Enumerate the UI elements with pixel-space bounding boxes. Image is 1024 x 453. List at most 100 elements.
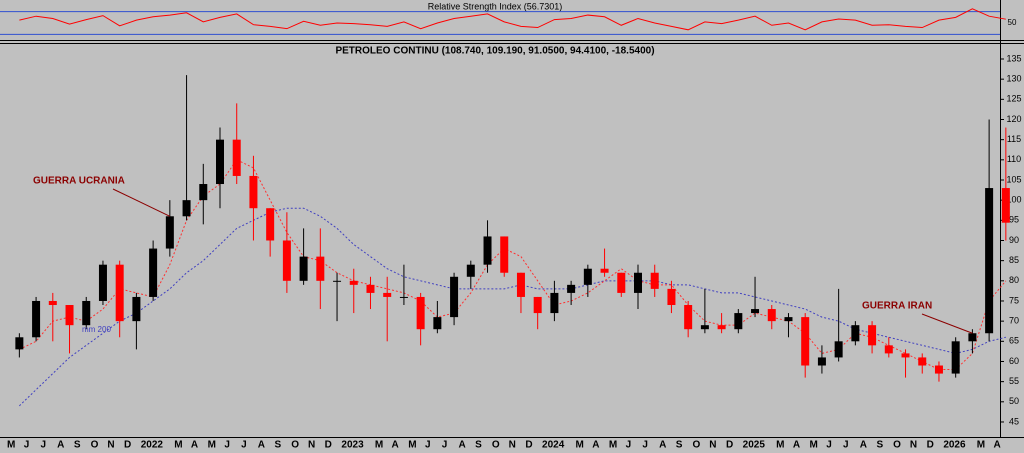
candle-body <box>132 296 141 322</box>
x-tick-label: A <box>258 440 265 451</box>
candle-body <box>165 216 174 249</box>
candle-body <box>333 280 342 282</box>
candle-body <box>266 208 275 241</box>
candle-body <box>65 305 74 326</box>
x-tick-label: J <box>241 440 247 451</box>
x-tick-label: J <box>24 440 30 451</box>
x-tick-label: D <box>726 440 733 451</box>
candle-body <box>700 325 709 330</box>
candle-body <box>617 272 626 293</box>
candle-body <box>383 292 392 297</box>
x-tick-label: O <box>492 440 500 451</box>
y-tick-label: 120 <box>1006 114 1021 124</box>
y-tick-label: 110 <box>1007 154 1021 164</box>
x-tick-label: M <box>7 440 15 451</box>
candle-body <box>734 313 743 330</box>
x-tick-label: J <box>626 440 632 451</box>
candle-body <box>533 296 542 314</box>
x-tick-label: S <box>676 440 683 451</box>
x-tick-label: O <box>893 440 901 451</box>
candle-body <box>32 300 41 338</box>
candle-body <box>985 188 994 334</box>
rsi-title: Relative Strength Index (56.7301) <box>428 1 563 11</box>
candle-body <box>550 292 559 314</box>
candle-body <box>216 139 224 185</box>
x-tick-label: J <box>826 440 832 451</box>
x-tick-label: O <box>693 440 701 451</box>
candle-body <box>717 325 726 330</box>
candle-body <box>433 317 442 330</box>
candle-body <box>650 272 659 289</box>
y-tick-label: 115 <box>1007 134 1021 144</box>
x-tick-label: A <box>659 440 666 451</box>
candle-body <box>483 236 492 265</box>
x-tick-label: N <box>709 440 716 451</box>
x-tick-label: N <box>107 440 114 451</box>
candle-body <box>299 256 308 281</box>
candle-body <box>851 325 860 342</box>
x-tick-label: 2023 <box>341 440 364 451</box>
x-tick-label: M <box>375 440 383 451</box>
candle-body <box>634 272 642 293</box>
candle-body <box>751 309 760 314</box>
candle-body <box>767 309 776 322</box>
x-tick-label: 2025 <box>743 440 766 451</box>
x-tick-label: O <box>91 440 99 451</box>
y-tick-label: 50 <box>1009 396 1019 406</box>
annotation-arrow <box>921 313 973 334</box>
x-tick-label: J <box>442 440 448 451</box>
candle-body <box>366 284 375 293</box>
y-tick-label: 45 <box>1009 416 1019 426</box>
x-tick-label: M <box>174 440 182 451</box>
candle-body <box>784 317 793 322</box>
x-tick-label: N <box>910 440 917 451</box>
y-tick-label: 75 <box>1009 295 1019 305</box>
candle-body <box>567 284 576 293</box>
candle-body <box>199 184 208 201</box>
x-tick-label: J <box>224 440 230 451</box>
candle-body <box>48 300 57 306</box>
candle-body <box>817 357 826 366</box>
candle-body <box>600 268 609 273</box>
candle-body <box>98 264 107 301</box>
x-tick-label: N <box>308 440 315 451</box>
y-tick-label: 80 <box>1009 275 1019 285</box>
candle-body <box>450 276 459 318</box>
x-tick-label: M <box>575 440 583 451</box>
legend-label: mm 200 <box>82 325 111 334</box>
candle-body <box>316 256 325 281</box>
candle-body <box>583 268 592 285</box>
y-tick-label: 55 <box>1009 376 1019 386</box>
x-tick-label: A <box>592 440 599 451</box>
moving-average <box>19 207 1006 407</box>
candle-body <box>1001 188 1010 223</box>
candle-body <box>399 296 408 298</box>
x-tick-label: D <box>124 440 131 451</box>
x-tick-label: A <box>860 440 867 451</box>
x-tick-label: A <box>458 440 465 451</box>
candle-body <box>182 200 191 217</box>
candle-body <box>884 345 893 354</box>
x-tick-label: A <box>993 440 1000 451</box>
candle-body <box>667 288 676 306</box>
x-tick-label: M <box>208 440 216 451</box>
x-tick-label: M <box>810 440 818 451</box>
candle-body <box>500 236 509 273</box>
x-tick-label: J <box>40 440 46 451</box>
x-tick-label: 2026 <box>943 440 966 451</box>
y-tick-label: 100 <box>1006 195 1021 205</box>
y-tick-label: 50 <box>1008 18 1017 27</box>
candle-body <box>868 325 877 346</box>
candle-body <box>249 175 258 209</box>
x-tick-label: D <box>927 440 934 451</box>
y-tick-label: 130 <box>1006 74 1021 84</box>
candle-body <box>918 357 927 366</box>
x-tick-label: A <box>57 440 64 451</box>
x-tick-label: D <box>525 440 532 451</box>
x-tick-label: A <box>793 440 800 451</box>
y-tick-label: 125 <box>1006 94 1021 104</box>
x-tick-label: M <box>776 440 784 451</box>
candle-body <box>416 296 425 330</box>
